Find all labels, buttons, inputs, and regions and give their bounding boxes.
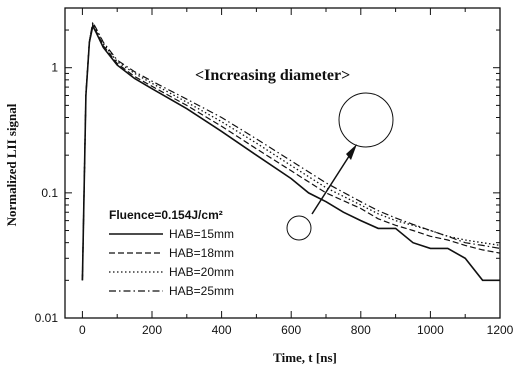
plot-area: [64, 7, 501, 319]
diameter-arrow-line: [311, 149, 354, 215]
y-tick-label: 0.01: [35, 311, 59, 325]
x-tick-label: 400: [212, 323, 232, 337]
x-tick-label: 800: [351, 323, 371, 337]
x-tick-label: 0: [79, 323, 86, 337]
series-line-3: [81, 21, 501, 281]
y-axis-title: Normalized LII signal: [4, 103, 19, 226]
legend: Fluence=0.154J/cm² HAB=15mm HAB=18mm HAB=2…: [109, 208, 234, 298]
legend-label-1: HAB=15mm: [169, 227, 234, 241]
series-line-4: [81, 20, 501, 281]
x-tick-label: 600: [281, 323, 301, 337]
annotation-label: <Increasing diameter>: [195, 67, 350, 84]
legend-title: Fluence=0.154J/cm²: [109, 208, 223, 222]
y-tick-label: 0.1: [41, 186, 58, 200]
x-tick-label: 1000: [417, 323, 444, 337]
legend-label-4: HAB=25mm: [169, 284, 234, 298]
y-axis-ticks: 0.01 0.1 1: [35, 7, 500, 325]
plot-frame: [64, 7, 501, 319]
diameter-arrow-head: [346, 144, 357, 160]
y-tick-label: 1: [51, 61, 58, 75]
large-particle-circle: [338, 92, 394, 148]
x-axis-title: Time, t [ns]: [273, 350, 337, 365]
series-line-1: [81, 23, 500, 282]
series-line-2: [81, 23, 501, 281]
x-tick-label: 200: [142, 323, 162, 337]
small-particle-circle: [286, 215, 312, 241]
x-tick-label: 1200: [487, 323, 514, 337]
legend-label-3: HAB=20mm: [169, 265, 234, 279]
x-axis-ticks: 0 200 400 600 800 1000 1200: [79, 8, 514, 337]
series-layer: [81, 20, 501, 282]
legend-label-2: HAB=18mm: [169, 246, 234, 260]
